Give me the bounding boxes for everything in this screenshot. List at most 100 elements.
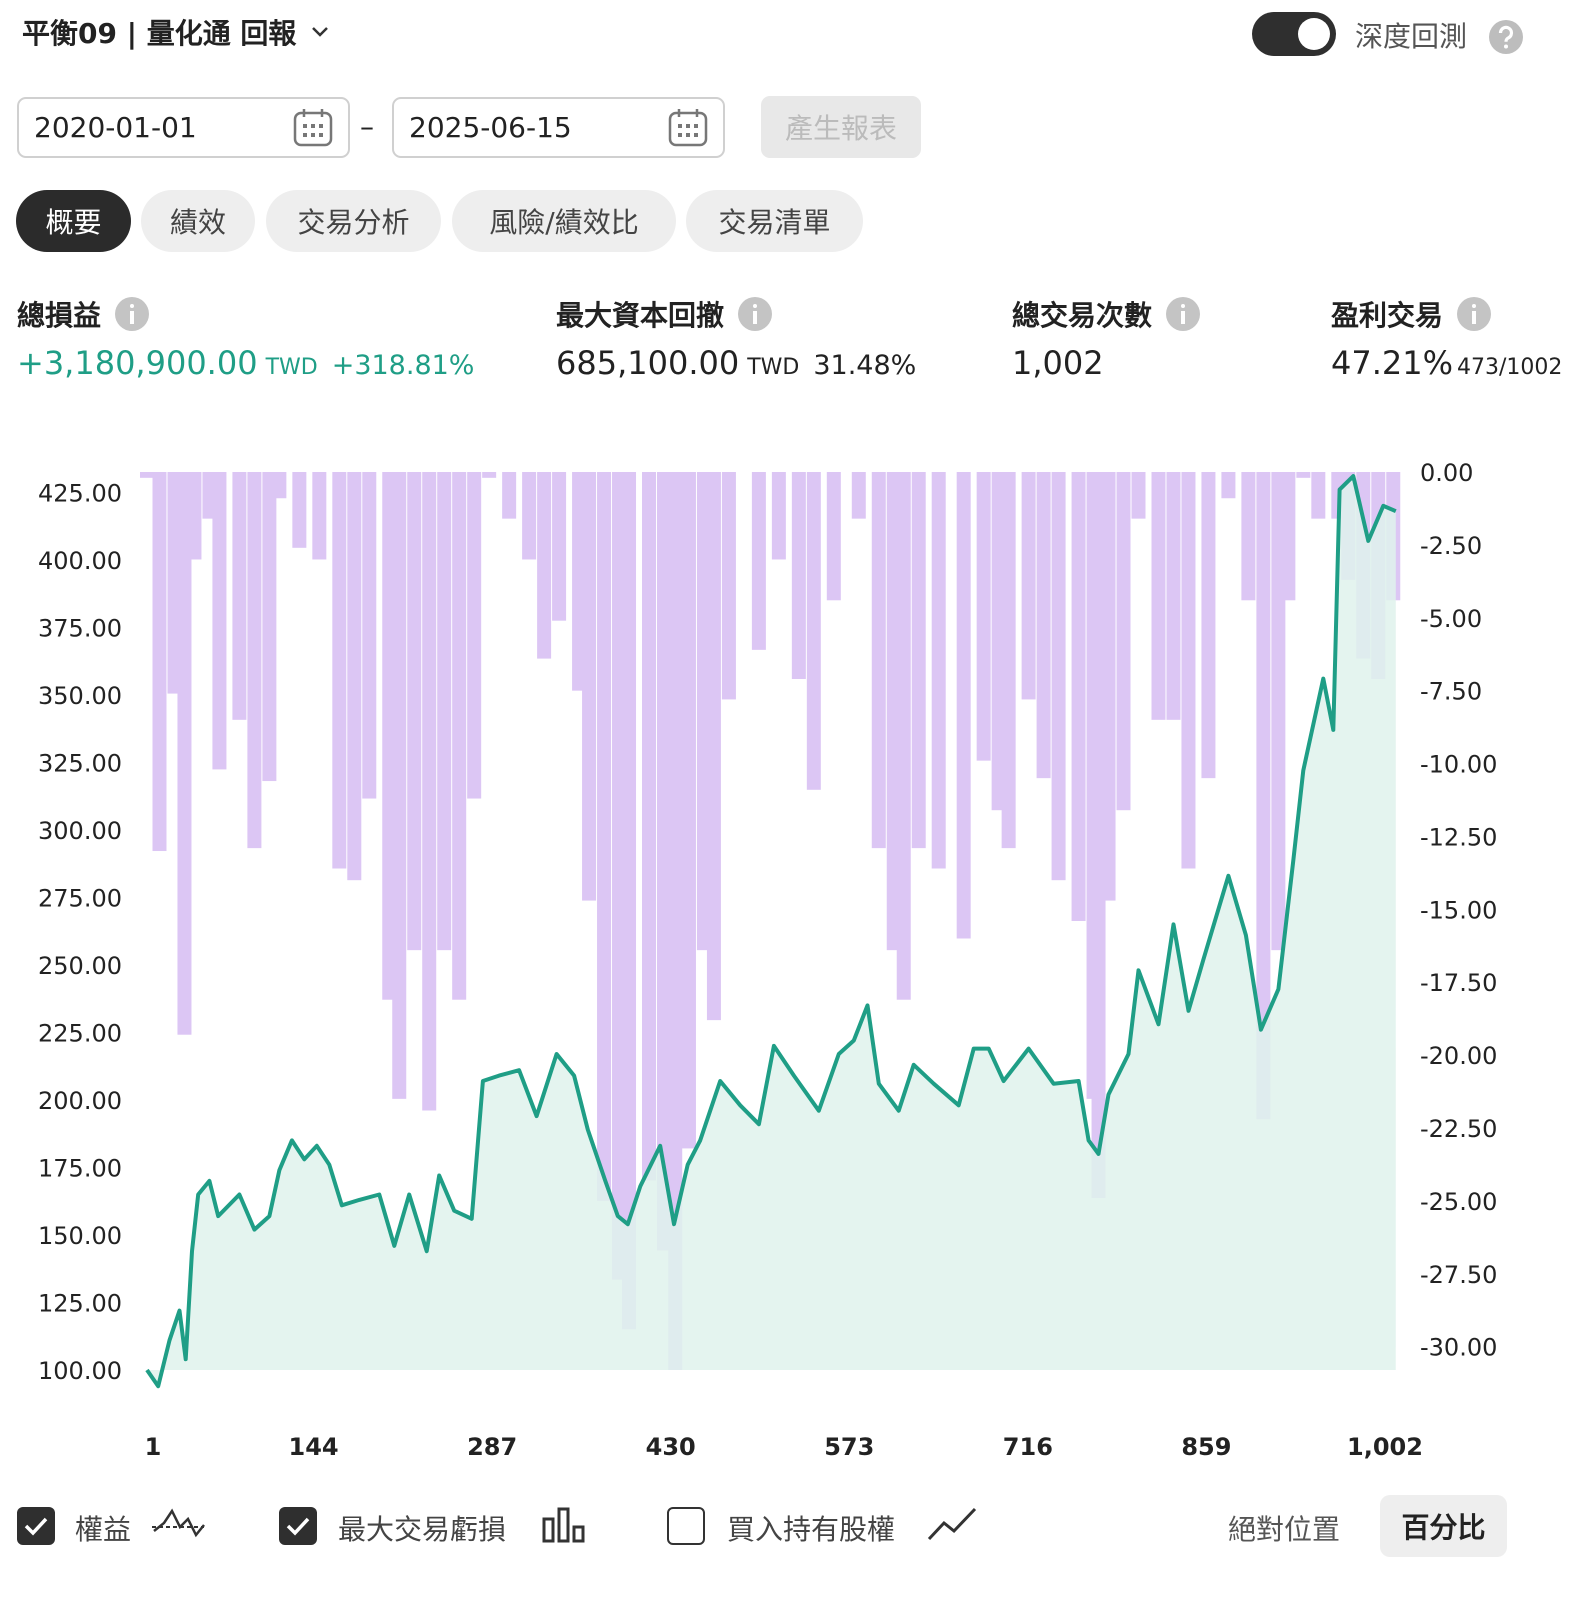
- y2-tick-label: -22.50: [1420, 1115, 1497, 1143]
- drawdown-bar: [871, 472, 886, 849]
- y-tick-label: 150.00: [38, 1222, 122, 1250]
- stat-label-text: 總損益: [17, 299, 102, 332]
- drawdown-bar: [140, 472, 154, 478]
- drawdown-bar: [806, 472, 821, 790]
- y-tick-label: 375.00: [38, 614, 122, 642]
- y-tick-label: 100.00: [38, 1357, 122, 1385]
- drawdown-bar: [452, 472, 467, 1000]
- percent: +318.81%: [331, 350, 475, 381]
- y2-tick-label: -30.00: [1420, 1334, 1497, 1362]
- unit: TWD: [747, 355, 800, 380]
- drawdown-bar: [292, 472, 307, 548]
- drawdown-bar: [656, 472, 671, 1251]
- line-icon: [927, 1507, 977, 1541]
- start-date-text: 2020-01-01: [34, 111, 197, 144]
- drawdown-bar: [911, 472, 926, 849]
- tab[interactable]: 概要: [16, 190, 131, 252]
- toggle[interactable]: [1252, 12, 1336, 56]
- tab[interactable]: 風險/績效比: [452, 190, 676, 252]
- y2-tick-label: -10.00: [1420, 751, 1497, 779]
- stat-value: +3,180,900.00 TWD +318.81%: [17, 344, 474, 382]
- drawdown-bar: [582, 472, 597, 901]
- toggle-knob: [1298, 18, 1330, 50]
- drawdown-bar: [1151, 472, 1166, 720]
- x-tick-label: 1,002: [1347, 1433, 1423, 1461]
- drawdown-bar: [851, 472, 866, 519]
- drawdown-bar: [152, 472, 167, 852]
- drawdown-bar: [1021, 472, 1036, 700]
- header[interactable]: 平衡09 | 量化通 回報: [22, 12, 330, 52]
- drawdown-bar: [931, 472, 946, 869]
- drawdown-bar: [177, 472, 192, 1035]
- y2-tick-label: -17.50: [1420, 969, 1497, 997]
- y2-tick-label: -20.00: [1420, 1042, 1497, 1070]
- drawdown-bar: [262, 472, 277, 782]
- tab[interactable]: 交易清單: [686, 190, 863, 252]
- drawdown-bar: [791, 472, 806, 680]
- x-tick-label: 859: [1181, 1433, 1231, 1461]
- generate-button[interactable]: 產生報表: [761, 96, 921, 158]
- info-icon[interactable]: [738, 297, 773, 331]
- tab[interactable]: 交易分析: [266, 190, 441, 252]
- drawdown-bar: [771, 472, 786, 560]
- drawdown-bar: [312, 472, 327, 560]
- drawdown-bar: [522, 472, 537, 560]
- x-tick-label: 430: [646, 1433, 696, 1461]
- drawdown-bar: [1311, 472, 1326, 519]
- drawdown-bar: [362, 472, 377, 799]
- drawdown-bar: [437, 472, 452, 951]
- drawdown-bar: [347, 472, 362, 881]
- stat-label: 總交易次數: [1012, 294, 1201, 334]
- chevron: [312, 27, 329, 37]
- drawdown-bar: [622, 472, 637, 1330]
- drawdown-bar: [1221, 472, 1236, 499]
- bar-icon: [542, 1507, 585, 1543]
- tab[interactable]: 績效: [141, 190, 255, 252]
- y-tick-label: 300.00: [38, 817, 122, 845]
- checkbox[interactable]: [667, 1507, 705, 1545]
- drawdown-bar: [537, 472, 552, 659]
- start-date[interactable]: 2020-01-01: [17, 97, 350, 158]
- line-icon: [152, 1508, 205, 1538]
- stat-label: 總損益: [17, 294, 150, 334]
- drawdown-bar: [641, 472, 656, 1181]
- equity-line: [145, 474, 1397, 1389]
- legend-label: 最大交易虧損: [338, 1513, 507, 1546]
- y-tick-label: 125.00: [38, 1289, 122, 1317]
- drawdown-bar: [502, 472, 517, 519]
- calendar-icon: [293, 109, 333, 147]
- percent: 31.48%: [813, 350, 917, 381]
- calendar-icon: [668, 109, 708, 147]
- drawdown-bar: [1201, 472, 1216, 779]
- drawdown-bar: [706, 472, 721, 1021]
- stat-label-text: 總交易次數: [1012, 299, 1153, 332]
- drawdown-bar: [212, 472, 227, 770]
- y2-tick-label: -25.00: [1420, 1188, 1497, 1216]
- drawdown-bar: [1001, 472, 1016, 849]
- y-tick-label: 250.00: [38, 952, 122, 980]
- y-tick-label: 425.00: [38, 479, 122, 507]
- info-icon[interactable]: [115, 297, 150, 331]
- mode-button[interactable]: 百分比: [1380, 1495, 1507, 1557]
- toggle-label: 深度回測: [1355, 20, 1468, 53]
- check: [24, 1517, 48, 1536]
- drawdown-bar: [826, 472, 841, 601]
- info-icon[interactable]: [1166, 297, 1201, 331]
- checkbox[interactable]: [17, 1507, 55, 1545]
- stat-label-text: 盈利交易: [1331, 299, 1444, 332]
- x-tick-label: 1: [145, 1433, 162, 1461]
- y2-tick-label: 0.00: [1420, 459, 1473, 487]
- info-icon[interactable]: [1457, 297, 1492, 331]
- drawdown-bar: [1051, 472, 1066, 881]
- end-date[interactable]: 2025-06-15: [392, 97, 725, 158]
- help-icon[interactable]: [1488, 19, 1524, 55]
- drawdown-bar: [1166, 472, 1181, 720]
- drawdown-bar: [407, 472, 422, 951]
- drawdown-bar: [681, 472, 696, 1149]
- checkbox[interactable]: [279, 1507, 317, 1545]
- y-tick-label: 225.00: [38, 1019, 122, 1047]
- drawdown-bar: [721, 472, 736, 700]
- drawdown-bar: [187, 472, 202, 560]
- value: 685,100.00: [556, 344, 740, 382]
- mode-button[interactable]: 絕對位置: [1228, 1513, 1341, 1546]
